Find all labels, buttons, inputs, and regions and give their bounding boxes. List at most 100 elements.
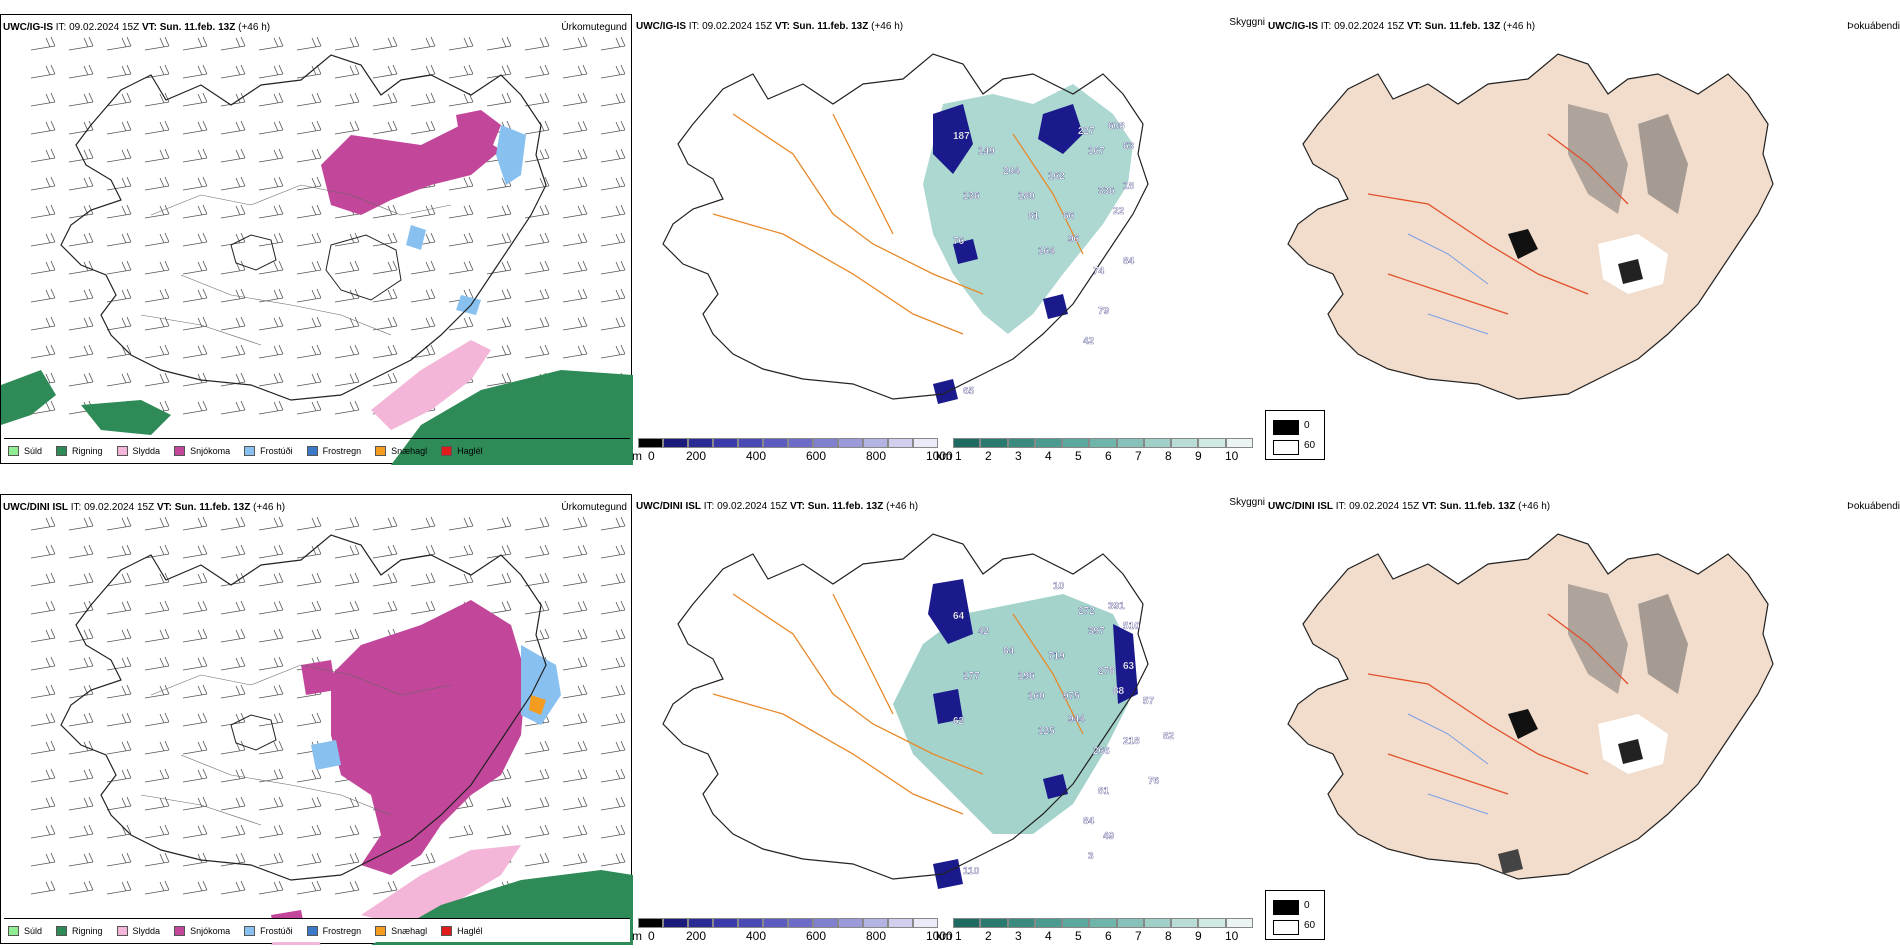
snow-area	[321, 125, 501, 215]
init-time: IT: 09.02.2024 15Z	[70, 502, 155, 513]
wind-barb	[600, 712, 626, 727]
wind-barb	[144, 684, 170, 699]
wind-barb	[296, 796, 322, 811]
fog-legend-white	[1273, 920, 1299, 935]
wind-barb	[296, 120, 322, 135]
wind-barb	[68, 260, 94, 275]
wind-barb	[182, 232, 208, 247]
wind-barb	[182, 600, 208, 615]
ceiling-label: 110	[963, 866, 980, 877]
wind-barb	[30, 824, 56, 839]
wind-barb	[30, 176, 56, 191]
wind-barb	[182, 656, 208, 671]
wind-barb	[486, 288, 512, 303]
wind-barb	[182, 372, 208, 387]
wind-barb	[486, 232, 512, 247]
wind-barb	[220, 796, 246, 811]
snow-area	[331, 600, 526, 875]
wind-barb	[372, 36, 398, 51]
ceiling-colorbar-cell	[838, 438, 863, 448]
ceiling-tick: 0	[648, 449, 655, 463]
panel-title: Skyggni	[1229, 17, 1265, 28]
wind-barb	[600, 64, 626, 79]
wind-barb	[106, 36, 132, 51]
wind-barb	[106, 656, 132, 671]
wind-barb	[334, 288, 360, 303]
wind-barb	[410, 316, 436, 331]
wind-barb	[448, 544, 474, 559]
fog-low-area	[1508, 709, 1538, 739]
wind-barb	[562, 288, 588, 303]
visibility-colorbar-cell	[1007, 438, 1035, 448]
model-name: UWC/DINI ISL	[3, 502, 68, 513]
wind-barb	[296, 92, 322, 107]
wind-barb	[334, 400, 360, 415]
wind-barb	[258, 544, 284, 559]
wind-barb	[144, 796, 170, 811]
visibility-tick: 6	[1105, 929, 1112, 943]
wind-barb	[334, 316, 360, 331]
ceiling-label: 218	[1123, 736, 1140, 747]
ceiling-label: 57	[1143, 696, 1155, 707]
wind-barb	[372, 288, 398, 303]
ceiling-colorbar-cell	[863, 918, 888, 928]
wind-barb	[68, 176, 94, 191]
wind-barb	[258, 372, 284, 387]
wind-barb	[562, 36, 588, 51]
ceiling-colorbar-cell	[663, 438, 688, 448]
wind-barb	[68, 516, 94, 531]
wind-barb	[220, 656, 246, 671]
ice-pellet-area	[529, 695, 546, 715]
wind-barb	[524, 148, 550, 163]
wind-barb	[296, 204, 322, 219]
wind-barb	[334, 120, 360, 135]
legend-label: Snjókoma	[190, 925, 231, 936]
legend-label: Frostregn	[322, 925, 362, 936]
init-time: IT: 09.02.2024 15Z	[55, 22, 140, 33]
visibility-colorbar-cell	[1062, 918, 1090, 928]
visibility-colorbar-cell	[1062, 438, 1090, 448]
wind-barb	[68, 232, 94, 247]
wind-barb	[144, 628, 170, 643]
wind-barb	[182, 740, 208, 755]
wind-barb	[410, 204, 436, 219]
ceiling-colorbar-cell	[638, 918, 663, 928]
wind-barb	[524, 628, 550, 643]
wind-barb	[144, 260, 170, 275]
wind-barb	[524, 544, 550, 559]
wind-barb	[334, 232, 360, 247]
wind-barb	[144, 572, 170, 587]
wind-barb	[296, 148, 322, 163]
wind-barb	[562, 316, 588, 331]
wind-barb	[334, 852, 360, 867]
ceiling-label: 66	[1063, 211, 1075, 222]
ceiling-labels: 187 149 204 136 180 162 227 608 167 63 336 18 81 66 96…	[953, 121, 1135, 397]
wind-barb	[182, 880, 208, 895]
wind-barb	[524, 600, 550, 615]
wind-barb	[182, 120, 208, 135]
wind-barb	[258, 204, 284, 219]
legend-label: Snæhagl	[391, 925, 428, 936]
wind-barb	[372, 260, 398, 275]
colorbars: m 0 200 400 600 800 1000 km 1 2 3 4 5 6 7 8 9 10	[632, 916, 1268, 944]
wind-barb	[182, 64, 208, 79]
ceiling-label: 336	[1098, 186, 1115, 197]
row-top: UWC/IG-IS IT: 09.02.2024 15Z VT: Sun. 11…	[0, 14, 1900, 465]
wind-barb	[258, 64, 284, 79]
fog-legend-white	[1273, 440, 1299, 455]
wind-barb	[30, 600, 56, 615]
wind-barb	[220, 852, 246, 867]
wind-barb	[182, 516, 208, 531]
wind-barb	[106, 684, 132, 699]
legend-item: Snæhagl	[375, 445, 427, 456]
wind-barb	[524, 64, 550, 79]
precip-legend: Súld Rigning Slydda Snjókoma Frostúði Frostre…	[4, 438, 630, 462]
visibility-map: 64 42 84 177 196 719 272 391 397 510 278 63 160 975 94…	[662, 533, 1175, 889]
wind-barb	[562, 768, 588, 783]
panel-header: UWC/DINI ISL IT: 09.02.2024 15Z VT: Sun.…	[1268, 501, 1550, 512]
wind-barb	[258, 400, 284, 415]
wind-barb	[220, 344, 246, 359]
wind-barb	[106, 796, 132, 811]
lead-time: (+46 h)	[253, 502, 286, 513]
wind-barb	[486, 824, 512, 839]
